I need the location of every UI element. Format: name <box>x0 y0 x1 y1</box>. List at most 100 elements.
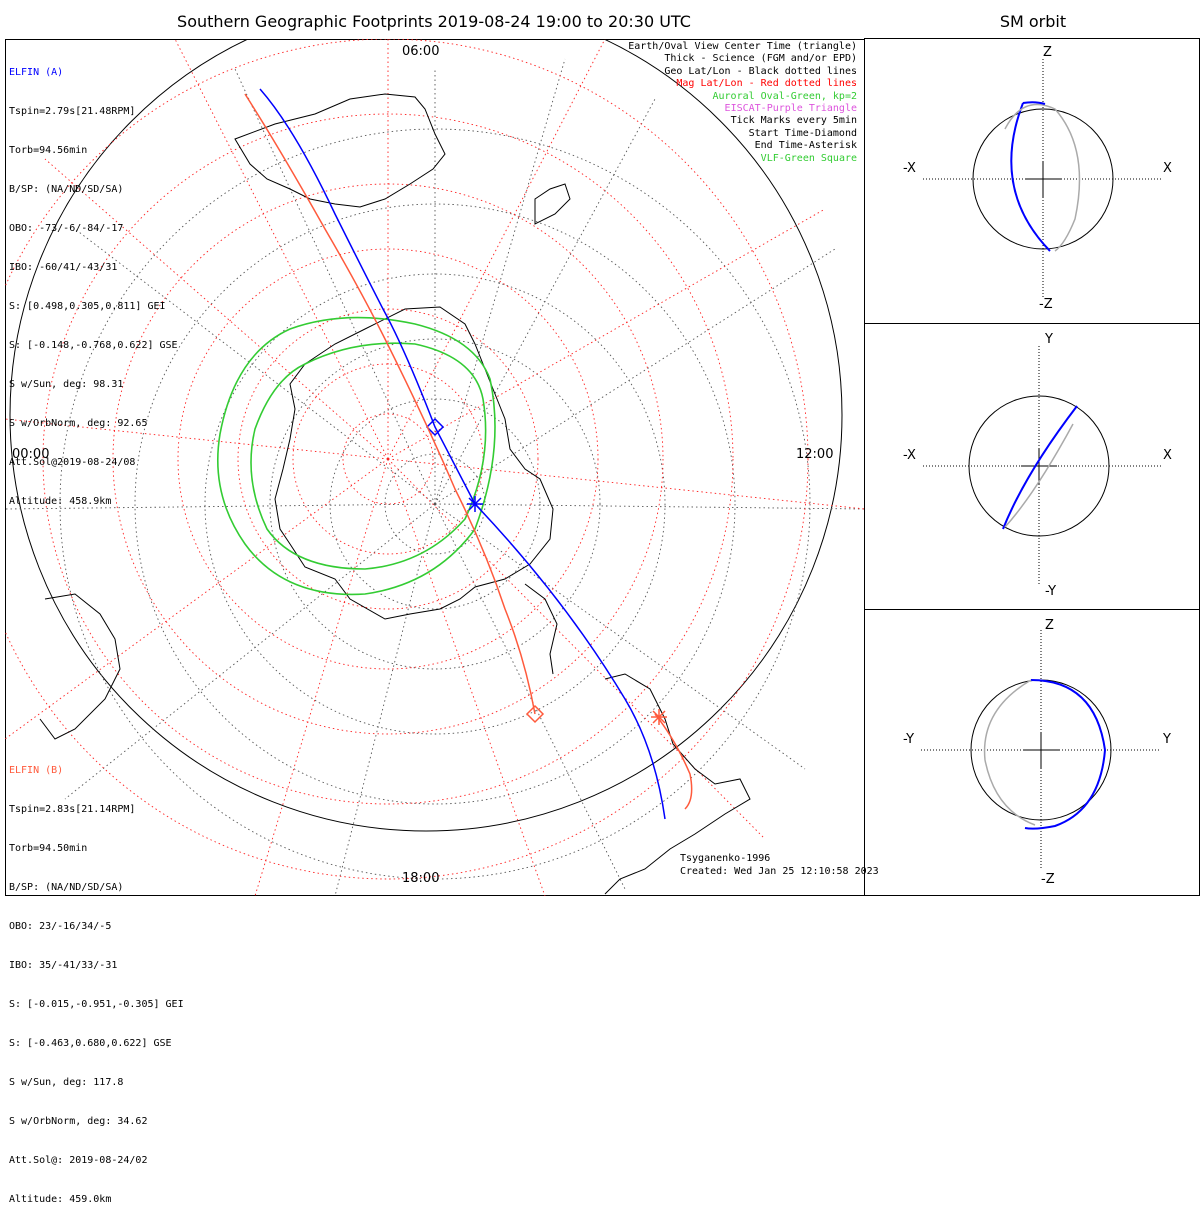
plot-title: Southern Geographic Footprints 2019-08-2… <box>177 12 691 31</box>
geo-meridian <box>434 248 836 505</box>
elfin-a-line: Torb=94.56min <box>9 145 88 156</box>
mag-meridian <box>387 458 546 896</box>
elfin-b-end-diamond <box>525 704 545 724</box>
sm-xz-h-pos: X <box>1163 161 1172 176</box>
legend-item: Mag Lat/Lon - Red dotted lines <box>676 78 857 90</box>
sm-yz-v-pos: Z <box>1045 618 1054 633</box>
sm-panel-xy: Y -Y -X X <box>864 323 1200 610</box>
elfin-a-footprint-line <box>259 88 666 820</box>
sm-yz-v-neg: -Z <box>1041 872 1055 887</box>
elfin-b-line: S: [-0.463,0.680,0.622] GSE <box>9 1038 172 1049</box>
elfin-b-line: Altitude: 459.0km <box>9 1194 112 1205</box>
mag-lat-circle <box>177 248 599 670</box>
legend-item: Geo Lat/Lon - Black dotted lines <box>664 65 857 77</box>
geo-lat-circle <box>204 273 666 735</box>
elfin-b-name: ELFIN (B) <box>9 765 64 776</box>
elfin-b-line: Tspin=2.83s[21.14RPM] <box>9 804 136 815</box>
sm-xz-v-neg: -Z <box>1039 297 1053 312</box>
sm-panel-yz: Z -Z -Y Y <box>864 609 1200 896</box>
mag-lat-circle <box>42 113 734 805</box>
geo-meridian <box>434 58 566 505</box>
auroral-oval-inner <box>250 342 487 570</box>
legend-item: Tick Marks every 5min <box>730 115 857 127</box>
orbit-a <box>1002 405 1078 530</box>
legend-item: Thick - Science (FGM and/or EPD) <box>664 53 857 65</box>
geo-latitude-grid <box>59 128 811 880</box>
map-label-18: 18:00 <box>402 871 440 886</box>
elfin-a-line: S w/OrbNorm, deg: 92.65 <box>9 418 148 429</box>
mag-meridian <box>254 458 389 896</box>
elfin-b-track <box>244 93 693 810</box>
orbit-b <box>1004 103 1081 252</box>
coastlines <box>39 93 751 895</box>
orbit-a <box>1010 102 1051 252</box>
earth-limb <box>9 39 843 832</box>
geo-meridians <box>5 58 865 896</box>
australia-coast <box>234 93 446 208</box>
mag-meridian <box>387 458 766 840</box>
mag-meridian <box>387 39 606 460</box>
auroral-oval <box>217 316 496 596</box>
elfin-b-start-asterisk <box>651 709 667 725</box>
elfin-a-line: B/SP: (NA/ND/SD/SA) <box>9 184 124 195</box>
elfin-a-track <box>259 88 666 820</box>
orbit-a <box>1024 679 1107 830</box>
sm-yz-h-neg: -Y <box>903 732 915 747</box>
mag-meridians <box>5 39 865 896</box>
sm-xy-v-pos: Y <box>1045 332 1053 347</box>
geo-lat-circle <box>269 338 601 670</box>
elfin-a-name: ELFIN (A) <box>9 67 64 78</box>
peninsula-coast <box>524 583 558 675</box>
orbit-a-back <box>1022 101 1046 105</box>
elfin-a-line: S: [-0.148,-0.768,0.622] GSE <box>9 340 178 351</box>
geo-meridian <box>434 98 656 505</box>
created-label: Created: Wed Jan 25 12:10:58 2023 <box>680 866 879 877</box>
sm-xy-h-pos: X <box>1163 448 1172 463</box>
legend: Earth/Oval View Center Time (triangle) T… <box>628 41 857 165</box>
sm-xz-h-neg: -X <box>903 161 916 176</box>
sm-xz-v-pos: Z <box>1043 45 1052 60</box>
elfin-b-line: OBO: 23/-16/34/-5 <box>9 921 112 932</box>
sm-orbit-title: SM orbit <box>999 12 1067 31</box>
mag-meridian <box>5 418 389 460</box>
sm-xy-v-neg: -Y <box>1045 584 1057 599</box>
sm-yz-h-pos: Y <box>1163 732 1171 747</box>
mag-meridian <box>174 39 389 460</box>
south-america-coast <box>604 673 751 895</box>
geo-meridian <box>434 503 626 890</box>
legend-item: Auroral Oval-Green, kp=2 <box>712 90 858 102</box>
elfin-a-line: Att.Sol@2019-08-24/08 <box>9 457 136 468</box>
elfin-a-info: ELFIN (A) Tspin=2.79s[21.48RPM] Torb=94.… <box>9 40 178 521</box>
footer: Tsyganenko-1996 Created: Wed Jan 25 12:1… <box>680 852 879 878</box>
elfin-a-line: S w/Sun, deg: 98.31 <box>9 379 124 390</box>
elfin-a-line: S: [0.498,0.305,0.811] GEI <box>9 301 166 312</box>
map-label-06: 06:00 <box>402 44 440 59</box>
elfin-b-line: IBO: 35/-41/33/-31 <box>9 960 118 971</box>
mag-meridian <box>387 208 826 460</box>
geo-meridian <box>334 503 436 896</box>
sm-xy-h-neg: -X <box>903 448 916 463</box>
elfin-b-line: Torb=94.50min <box>9 843 88 854</box>
elfin-b-footprint-line <box>244 93 536 715</box>
elfin-a-line: IBO: -60/41/-43/31 <box>9 262 118 273</box>
mag-lat-circle <box>112 183 664 735</box>
antarctica-coast <box>274 306 554 620</box>
legend-item: Start Time-Diamond <box>748 127 857 139</box>
elfin-b-footprint-line-2 <box>654 713 693 810</box>
map-label-00: 00:00 <box>12 447 50 462</box>
geo-meridian <box>434 503 806 770</box>
south-africa-coast <box>39 593 121 740</box>
footprint-map <box>5 39 865 896</box>
elfin-b-line: S: [-0.015,-0.951,-0.305] GEI <box>9 999 184 1010</box>
geo-lat-circle <box>134 203 736 805</box>
elfin-b-line: B/SP: (NA/ND/SD/SA) <box>9 882 124 893</box>
elfin-b-line: Att.Sol@: 2019-08-24/02 <box>9 1155 148 1166</box>
elfin-a-line: Tspin=2.79s[21.48RPM] <box>9 106 136 117</box>
legend-item: Earth/Oval View Center Time (triangle) <box>628 41 857 52</box>
elfin-b-line: S w/Sun, deg: 117.8 <box>9 1077 124 1088</box>
geo-lat-circle <box>329 398 541 610</box>
elfin-b-info: ELFIN (B) Tspin=2.83s[21.14RPM] Torb=94.… <box>9 738 184 1219</box>
legend-item: VLF-Green Square <box>760 152 857 164</box>
geo-lat-circle <box>59 128 811 880</box>
mag-meridian <box>387 458 865 510</box>
